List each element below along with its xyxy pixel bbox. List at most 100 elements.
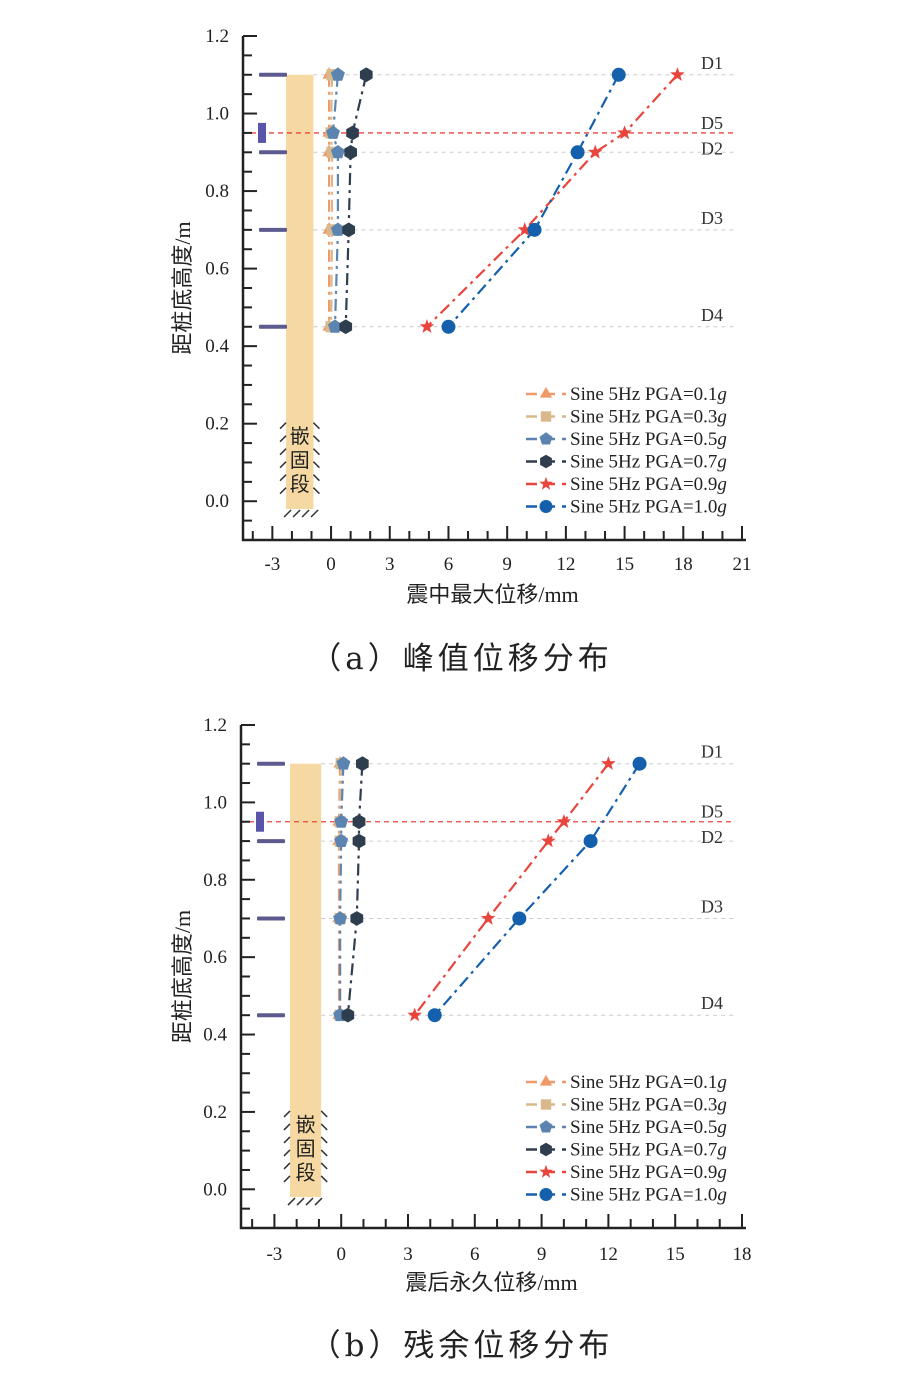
- hexagon-marker: [341, 1007, 355, 1023]
- x-tick-label: 3: [385, 554, 395, 575]
- pentagon-marker: [334, 814, 349, 828]
- x-tick-label: 15: [666, 1244, 685, 1265]
- triangle-marker: [539, 1074, 553, 1086]
- legend-label: Sine 5Hz PGA=0.9g: [570, 1162, 727, 1183]
- circle-marker: [611, 67, 626, 82]
- legend-unit: g: [717, 1185, 727, 1206]
- sensor-label-d2: D2: [701, 827, 723, 847]
- hatch-mark: [305, 1197, 314, 1206]
- series-line: [426, 74, 679, 328]
- sensor-label-d4: D4: [701, 305, 723, 325]
- legend-unit: g: [717, 429, 727, 450]
- y-tick-label: 1.2: [203, 715, 227, 736]
- series-line: [346, 763, 364, 1016]
- circle-marker: [539, 500, 553, 513]
- hatch-mark: [279, 448, 320, 456]
- hatch-mark: [279, 461, 320, 469]
- square-marker: [540, 1099, 552, 1110]
- series-pentagon: Sine 5Hz PGA=0.5g: [333, 756, 727, 1138]
- hatch-mark: [283, 1162, 328, 1170]
- series-circle: Sine 5Hz PGA=1.0g: [441, 67, 727, 518]
- hatch-mark: [314, 1197, 323, 1206]
- sensor-marker: [259, 72, 287, 77]
- sensor-d5-marker: [258, 122, 266, 143]
- hexagon-marker: [342, 222, 355, 238]
- embed-label-char: 嵌: [290, 424, 310, 448]
- series-star: Sine 5Hz PGA=0.9g: [419, 67, 727, 495]
- sensor-label-d4: D4: [701, 993, 723, 1013]
- legend-label: Sine 5Hz PGA=0.5g: [570, 429, 727, 450]
- hatch-mark: [283, 1149, 328, 1157]
- series-line: [331, 74, 340, 327]
- pile-body: [286, 74, 314, 509]
- sensor-marker: [259, 150, 287, 155]
- hexagon-marker: [359, 67, 373, 83]
- circle-marker: [583, 834, 598, 849]
- legend-unit: g: [717, 497, 727, 518]
- hatch-mark: [283, 1175, 328, 1183]
- sensor-d5-marker: [256, 811, 264, 832]
- pentagon-marker: [330, 145, 345, 159]
- sensor-marker: [257, 916, 285, 921]
- y-tick-label: 0.8: [205, 181, 229, 202]
- hatch-mark: [283, 1110, 328, 1118]
- y-tick-label: 0.8: [203, 870, 227, 891]
- legend-label: Sine 5Hz PGA=0.5g: [570, 1117, 727, 1138]
- legend-unit: g: [717, 1117, 727, 1138]
- y-tick-label: 0.2: [203, 1102, 227, 1123]
- x-tick-label: 12: [556, 554, 575, 575]
- x-tick-label: 0: [326, 554, 336, 575]
- hexagon-marker: [352, 814, 366, 830]
- x-tick-label: 18: [733, 1244, 752, 1265]
- legend-unit: g: [717, 1140, 727, 1161]
- sensor-marker: [257, 761, 285, 766]
- x-tick-label: 6: [470, 1244, 480, 1265]
- hatch-mark: [310, 509, 319, 518]
- y-axis-label: 距桩底高度/m: [170, 221, 195, 354]
- hexagon-marker: [540, 454, 552, 469]
- sensor-label-d3: D3: [701, 896, 723, 916]
- sensor-marker: [259, 227, 287, 232]
- hexagon-marker: [356, 756, 369, 771]
- hatch-mark: [279, 422, 320, 430]
- sensor-label-d3: D3: [701, 208, 723, 228]
- embed-label-char: 段: [296, 1160, 316, 1184]
- sensor-marker: [257, 1013, 285, 1018]
- series-hexagon: Sine 5Hz PGA=0.7g: [339, 67, 727, 473]
- star-marker: [539, 1164, 553, 1178]
- series-line: [447, 74, 620, 328]
- y-tick-label: 0.4: [205, 336, 229, 357]
- legend-label: Sine 5Hz PGA=1.0g: [570, 1185, 727, 1206]
- x-tick-label: 9: [502, 554, 512, 575]
- series-square: Sine 5Hz PGA=0.3g: [325, 69, 727, 428]
- series-pentagon: Sine 5Hz PGA=0.5g: [326, 67, 727, 450]
- pentagon-marker: [330, 67, 345, 81]
- sensor-marker: [259, 324, 287, 329]
- pentagon-marker: [330, 222, 345, 236]
- x-axis-label: 震后永久位移/mm: [405, 1270, 577, 1295]
- x-tick-label: 6: [444, 554, 454, 575]
- legend-label: Sine 5Hz PGA=0.7g: [570, 1140, 727, 1161]
- hexagon-marker: [352, 833, 366, 849]
- sensor-label-d2: D2: [701, 138, 723, 158]
- x-tick-label: 0: [336, 1244, 346, 1265]
- circle-marker: [512, 911, 527, 926]
- star-marker: [419, 319, 435, 333]
- pentagon-marker: [336, 756, 351, 770]
- sensor-label-d5: D5: [701, 113, 723, 133]
- square-marker: [540, 411, 552, 422]
- legend-label: Sine 5Hz PGA=0.1g: [570, 1072, 727, 1093]
- y-tick-label: 0.2: [205, 414, 229, 435]
- hexagon-marker: [344, 145, 357, 160]
- series-square: Sine 5Hz PGA=0.3g: [334, 758, 727, 1116]
- series-line: [338, 763, 345, 1016]
- sensor-marker: [257, 839, 285, 844]
- series-line: [329, 74, 334, 327]
- pentagon-marker: [539, 432, 553, 445]
- hexagon-marker: [339, 319, 353, 335]
- hatch-mark: [287, 1197, 296, 1206]
- sensor-label-d1: D1: [701, 53, 723, 73]
- legend-unit: g: [717, 1072, 727, 1093]
- legend-label: Sine 5Hz PGA=0.3g: [570, 1095, 727, 1116]
